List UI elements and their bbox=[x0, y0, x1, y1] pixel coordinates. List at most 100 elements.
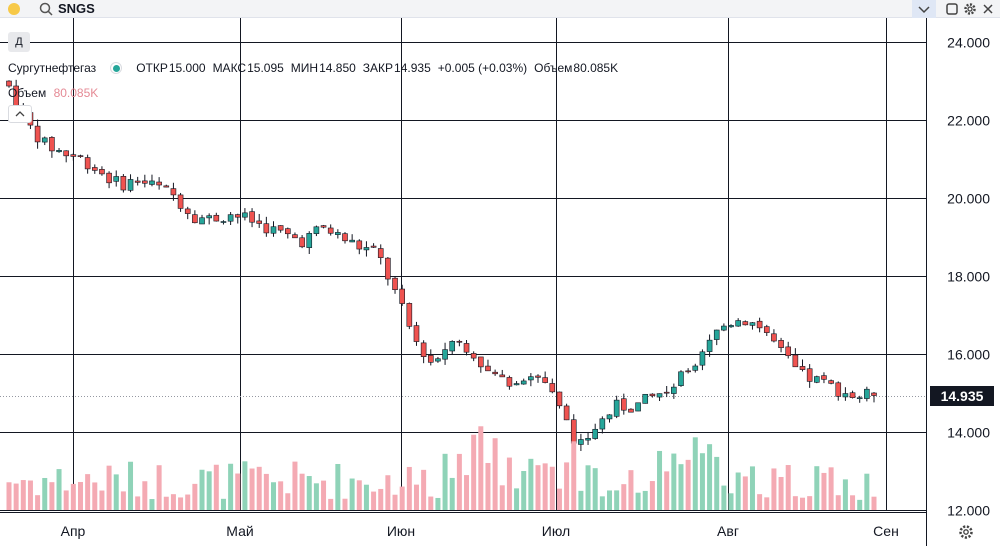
candle-body bbox=[721, 325, 727, 331]
volume-bar bbox=[27, 480, 33, 510]
candle-body bbox=[234, 214, 241, 218]
volume-bar bbox=[299, 473, 305, 510]
candle-body bbox=[856, 397, 863, 400]
volume-bar bbox=[578, 490, 584, 510]
x-tick-label: Авг bbox=[717, 523, 739, 539]
volume-bar bbox=[321, 480, 327, 510]
volume-bar bbox=[99, 490, 105, 510]
volume-bar bbox=[206, 471, 212, 510]
candle-body bbox=[356, 240, 363, 250]
volume-value: 80.085K bbox=[573, 61, 619, 75]
candle-body bbox=[206, 215, 212, 219]
candle-body bbox=[299, 237, 305, 248]
volume-bar bbox=[757, 494, 763, 510]
volume-bar bbox=[864, 473, 870, 510]
volume-bar bbox=[220, 498, 226, 510]
chevron-up-icon bbox=[15, 111, 25, 117]
volume-bar bbox=[807, 496, 813, 510]
candle-body bbox=[849, 392, 856, 398]
interval-button[interactable]: Д bbox=[8, 32, 30, 52]
search-icon[interactable] bbox=[38, 1, 54, 17]
candle-body bbox=[327, 227, 334, 234]
volume-bar bbox=[585, 465, 591, 510]
candle-body bbox=[485, 365, 491, 372]
candle-body bbox=[149, 180, 155, 185]
volume-legend-value: 80.085K bbox=[53, 86, 99, 100]
close-icon[interactable] bbox=[980, 1, 996, 17]
symbol-search-input[interactable]: SNGS bbox=[58, 1, 95, 16]
close-label: ЗАКР bbox=[362, 61, 394, 75]
volume-bar bbox=[92, 482, 98, 510]
volume-bar bbox=[256, 466, 262, 510]
candle-body bbox=[56, 150, 62, 153]
volume-bar bbox=[363, 484, 369, 510]
collapse-legend-button[interactable] bbox=[8, 105, 32, 123]
candle-body bbox=[570, 419, 577, 444]
volume-bar bbox=[542, 463, 548, 510]
volume-bar bbox=[42, 477, 48, 510]
volume-bar bbox=[163, 496, 169, 510]
market-status-icon bbox=[110, 62, 123, 74]
volume-bar bbox=[599, 496, 605, 510]
candle-body bbox=[49, 137, 55, 152]
candle-body bbox=[99, 169, 105, 175]
volume-bar bbox=[292, 461, 298, 510]
volume-bar bbox=[721, 485, 727, 510]
candle-body bbox=[313, 226, 320, 234]
volume-bar bbox=[70, 483, 76, 510]
volume-bar bbox=[149, 499, 155, 510]
candle-body bbox=[756, 320, 763, 329]
candle-body bbox=[735, 320, 741, 327]
candle-body bbox=[478, 356, 484, 368]
x-tick-label: Май bbox=[226, 523, 253, 539]
volume-bar bbox=[356, 480, 362, 510]
candle-body bbox=[578, 439, 584, 445]
candle-body bbox=[63, 150, 69, 157]
candle-body bbox=[70, 154, 77, 157]
volume-bar bbox=[128, 461, 134, 510]
settings-icon[interactable] bbox=[957, 523, 975, 541]
y-tick-label: 12.000 bbox=[947, 503, 990, 519]
volume-legend: Объем 80.085K bbox=[8, 86, 98, 100]
volume-bar bbox=[228, 463, 234, 510]
y-tick-label: 14.000 bbox=[947, 425, 990, 441]
volume-bar bbox=[692, 437, 698, 510]
low-label: МИН bbox=[290, 61, 319, 75]
candle-body bbox=[492, 371, 498, 375]
candle-body bbox=[728, 325, 734, 328]
candle-body bbox=[635, 402, 641, 412]
volume-bar bbox=[349, 478, 355, 510]
candle-body bbox=[535, 375, 541, 378]
gear-icon[interactable] bbox=[962, 1, 978, 17]
volume-bar bbox=[571, 441, 577, 510]
volume-bar bbox=[313, 483, 319, 510]
volume-bar bbox=[213, 464, 219, 510]
volume-bar bbox=[764, 497, 770, 510]
volume-bar bbox=[778, 476, 784, 510]
candle-body bbox=[435, 358, 441, 362]
candle-body bbox=[277, 225, 284, 231]
volume-bar bbox=[614, 490, 620, 510]
volume-bar bbox=[56, 469, 62, 510]
volume-label: Объем bbox=[534, 61, 573, 75]
symbol-dropdown-button[interactable] bbox=[912, 0, 936, 18]
open-label: ОТКР bbox=[136, 61, 168, 75]
candle-body bbox=[470, 353, 477, 359]
candle-body bbox=[220, 221, 227, 223]
volume-bar bbox=[478, 426, 484, 510]
volume-bar bbox=[835, 495, 841, 510]
volume-bar bbox=[378, 488, 384, 510]
volume-bar bbox=[49, 482, 55, 510]
candle-body bbox=[213, 214, 220, 222]
chevron-down-icon bbox=[918, 6, 930, 14]
candle-body bbox=[642, 393, 649, 404]
candle-body bbox=[528, 376, 534, 381]
volume-bar bbox=[707, 444, 713, 510]
volume-bar bbox=[20, 480, 26, 510]
square-icon[interactable] bbox=[944, 1, 960, 17]
candle-body bbox=[192, 214, 198, 224]
candle-body bbox=[292, 234, 298, 239]
candle-body bbox=[864, 388, 870, 399]
volume-bar bbox=[464, 475, 470, 510]
